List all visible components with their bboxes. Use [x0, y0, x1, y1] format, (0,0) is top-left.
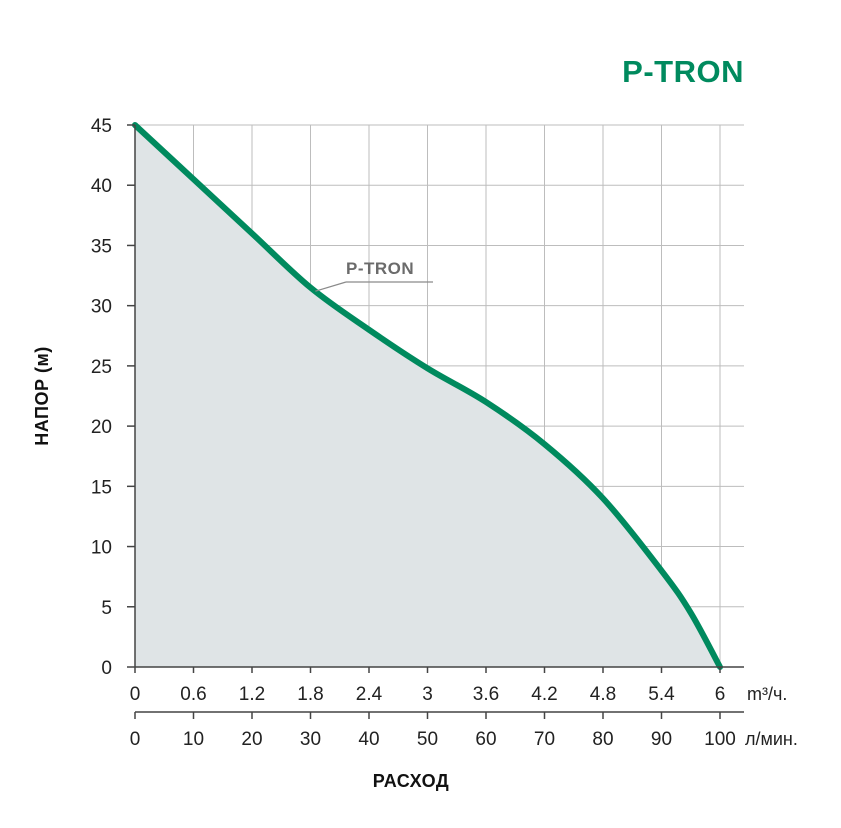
series-curve-p-tron [132, 122, 723, 670]
x-secondary-tick-label: 60 [475, 729, 496, 750]
x-tick-label: 3 [422, 684, 433, 705]
y-axis-title: НАПОР (м) [32, 346, 52, 446]
y-tick-label: 20 [91, 417, 112, 438]
x-unit-lmin: л/мин. [745, 729, 798, 749]
curve-label-leader [315, 281, 347, 292]
x-tick-label: 1.2 [239, 684, 265, 705]
x-tick-label: 4.2 [531, 684, 557, 705]
y-tick-label: 25 [91, 357, 112, 378]
curve-area-fill [135, 125, 720, 667]
curve-label-text: P-TRON [346, 259, 414, 278]
axes [127, 124, 744, 719]
x-secondary-tick-label: 100 [704, 729, 736, 750]
x-tick-label: 1.8 [297, 684, 323, 705]
y-tick-label: 5 [101, 598, 112, 619]
x-tick-labels-lmin: 0 10 20 30 40 50 60 70 80 90 100 [130, 729, 736, 750]
chart-title: P-TRON [622, 54, 744, 89]
x-tick-labels-m3h: 0 0.6 1.2 1.8 2.4 3 3.6 4.2 4.8 5.4 6 [130, 684, 726, 705]
y-tick-label: 15 [91, 477, 112, 498]
y-tick-label: 30 [91, 297, 112, 318]
x-axis-title: РАСХОД [373, 771, 449, 791]
x-tick-label: 6 [715, 684, 726, 705]
y-tick-label: 35 [91, 236, 112, 257]
x-secondary-tick-label: 0 [130, 729, 141, 750]
y-tick-labels: 0 5 10 15 20 25 30 35 40 45 [91, 116, 112, 679]
x-secondary-tick-label: 20 [241, 729, 262, 750]
x-secondary-tick-label: 70 [534, 729, 555, 750]
x-tick-label: 4.8 [590, 684, 616, 705]
x-tick-label: 0 [130, 684, 141, 705]
x-tick-label: 2.4 [356, 684, 383, 705]
y-tick-label: 10 [91, 538, 112, 559]
x-secondary-tick-label: 50 [417, 729, 438, 750]
x-tick-label: 3.6 [473, 684, 499, 705]
x-secondary-tick-label: 30 [300, 729, 321, 750]
x-secondary-tick-label: 90 [651, 729, 672, 750]
x-secondary-tick-label: 10 [183, 729, 204, 750]
x-secondary-tick-label: 40 [358, 729, 379, 750]
x-tick-label: 5.4 [648, 684, 675, 705]
y-tick-label: 45 [91, 116, 112, 137]
x-secondary-tick-label: 80 [592, 729, 613, 750]
x-tick-label: 0.6 [180, 684, 206, 705]
x-unit-m3h: m³/ч. [747, 684, 787, 704]
curve-label: P-TRON [315, 259, 433, 292]
y-tick-label: 40 [91, 176, 112, 197]
y-tick-label: 0 [101, 658, 112, 679]
